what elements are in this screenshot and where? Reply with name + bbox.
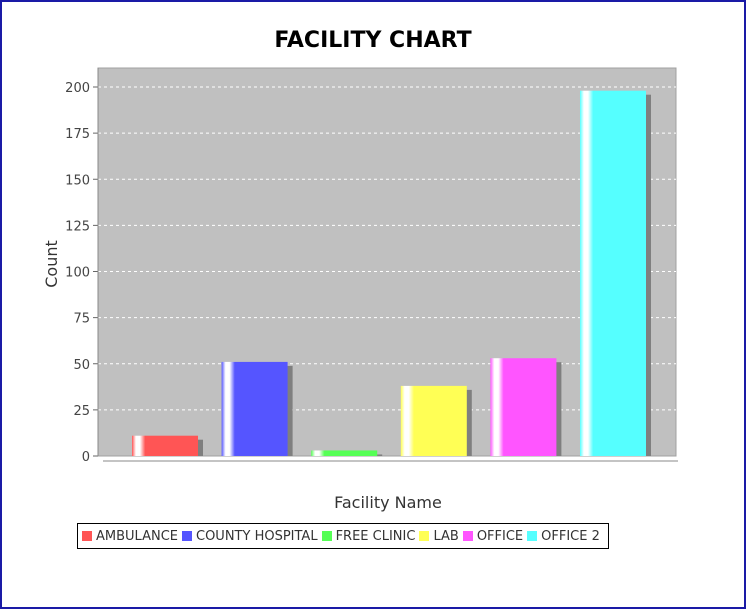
- y-tick-label: 0: [82, 450, 90, 465]
- legend-swatch: [527, 531, 538, 541]
- bar-office-2: [580, 90, 646, 456]
- legend-swatch: [82, 531, 92, 541]
- bars: [132, 90, 651, 456]
- legend-label: LAB: [433, 528, 459, 544]
- axes: 0 25 50 75 100 125 150 175 200: [65, 68, 678, 465]
- y-tick-label: 100: [65, 266, 90, 281]
- legend-item: LAB: [419, 528, 459, 544]
- legend-label: OFFICE: [476, 528, 524, 544]
- legend-item: FREE CLINIC: [321, 528, 416, 544]
- legend-label: OFFICE 2: [541, 528, 600, 544]
- legend-item: OFFICE 2: [527, 529, 600, 544]
- legend-swatch: [462, 531, 473, 541]
- chart-title: FACILITY CHART: [274, 28, 472, 53]
- chart-legend: AMBULANCE COUNTY HOSPITAL FREE CLINIC LAB OF…: [77, 523, 609, 549]
- y-tick-label: 125: [65, 219, 90, 234]
- legend-item: COUNTY HOSPITAL: [182, 529, 318, 544]
- grid-lines: [98, 86, 676, 411]
- y-tick-label: 75: [73, 312, 90, 327]
- y-axis-label: Count: [42, 240, 61, 288]
- legend-label: FREE CLINIC: [335, 528, 416, 544]
- bar-lab: [400, 385, 467, 456]
- legend-item: AMBULANCE: [82, 529, 178, 544]
- legend-swatch: [182, 531, 192, 541]
- legend-item: OFFICE: [462, 528, 524, 544]
- y-tick-label: 175: [65, 127, 90, 142]
- y-tick-label: 200: [65, 81, 90, 96]
- y-tick-label: 25: [73, 404, 90, 419]
- legend-label: COUNTY HOSPITAL: [196, 528, 318, 544]
- legend-swatch: [419, 531, 430, 541]
- y-tick-label: 150: [65, 173, 90, 188]
- bar-ambulance: [132, 435, 198, 456]
- y-tick-label: 50: [73, 358, 90, 373]
- bar-free-clinic: [311, 450, 378, 456]
- bar-office: [490, 358, 557, 456]
- x-axis-label: Facility Name: [334, 493, 442, 512]
- legend-label: AMBULANCE: [96, 528, 178, 544]
- legend-swatch: [321, 531, 332, 541]
- bar-county-hospital: [221, 361, 288, 456]
